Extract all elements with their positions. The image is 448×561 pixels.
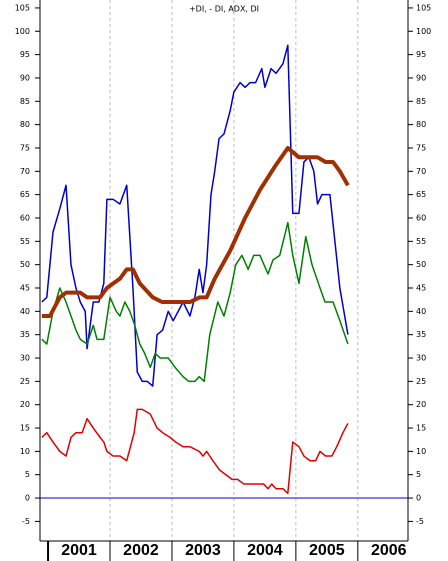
series-line	[41, 408, 349, 495]
y2-tick-label: 95	[416, 50, 426, 59]
x-tick-label: 2003	[185, 542, 221, 559]
y2-tick-label: 0	[416, 494, 421, 503]
y-tick-label: 60	[20, 213, 30, 222]
y-tick-label: 30	[20, 354, 30, 363]
y2-tick-label: 15	[416, 424, 426, 433]
y2-tick-label: 50	[416, 260, 426, 269]
y-tick-label: 20	[20, 400, 30, 409]
y2-tick-label: 65	[416, 190, 426, 199]
y2-tick-label: 40	[416, 307, 426, 316]
series-line	[41, 221, 349, 383]
y-tick-label: 80	[20, 120, 30, 129]
y2-tick-label: 75	[416, 143, 426, 152]
y-tick-label: 70	[20, 167, 30, 176]
x-tick-label: 2006	[371, 542, 407, 559]
y2-tick-label: 30	[416, 354, 426, 363]
y-tick-label: 95	[20, 50, 30, 59]
y-tick-label: 45	[20, 284, 30, 293]
y-tick-label: 90	[20, 73, 30, 82]
x-tick-label: 2001	[61, 542, 97, 559]
y-tick-label: -5	[22, 517, 30, 526]
y2-tick-label: 85	[416, 97, 426, 106]
y2-tick-label: 10	[416, 447, 426, 456]
y2-tick-label: 90	[416, 73, 426, 82]
y2-tick-label: 45	[416, 284, 426, 293]
y-tick-label: 75	[20, 143, 30, 152]
y2-tick-label: 55	[416, 237, 426, 246]
series-line	[41, 145, 350, 319]
chart-title: +DI, - DI, ADX, DI	[189, 5, 259, 14]
y2-tick-label: 60	[416, 213, 426, 222]
y2-tick-label: 35	[416, 330, 426, 339]
x-tick-label: 2005	[309, 542, 345, 559]
y2-tick-label: 105	[416, 3, 431, 12]
y2-tick-label: 80	[416, 120, 426, 129]
x-tick-label: 2002	[123, 542, 159, 559]
y-tick-label: 15	[20, 424, 30, 433]
y-tick-label: 55	[20, 237, 30, 246]
y2-tick-label: 5	[416, 470, 421, 479]
y2-tick-label: -5	[416, 517, 424, 526]
y-tick-label: 0	[25, 494, 30, 503]
series-line	[41, 44, 349, 387]
y2-tick-label: 25	[416, 377, 426, 386]
y-tick-label: 10	[20, 447, 30, 456]
plot	[40, 44, 408, 499]
y-tick-label: 105	[15, 3, 30, 12]
y-tick-label: 50	[20, 260, 30, 269]
y-tick-label: 35	[20, 330, 30, 339]
y2-tick-label: 70	[416, 167, 426, 176]
y-tick-label: 5	[25, 470, 30, 479]
x-tick-label: 2004	[247, 542, 283, 559]
y2-tick-label: 100	[416, 27, 431, 36]
y-tick-label: 25	[20, 377, 30, 386]
y-tick-label: 65	[20, 190, 30, 199]
y-tick-label: 85	[20, 97, 30, 106]
y-tick-label: 40	[20, 307, 30, 316]
y2-tick-label: 20	[416, 400, 426, 409]
y-tick-label: 100	[15, 27, 30, 36]
